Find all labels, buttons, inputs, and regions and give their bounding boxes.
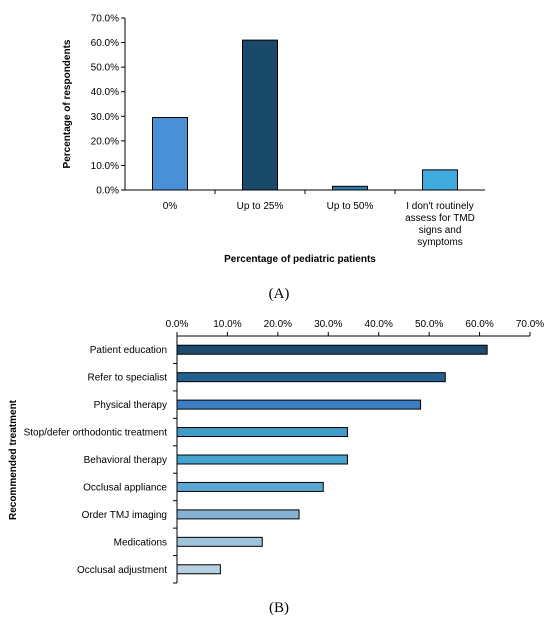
chart-b-y-axis-title: Recommended treatment	[8, 399, 19, 520]
chart-a-y-tick-label: 70.0%	[91, 14, 119, 25]
chart-b-category-label: Medications	[114, 537, 167, 548]
chart-a-y-tick-label: 10.0%	[91, 161, 119, 172]
chart-b-x-tick-label: 50.0%	[415, 319, 443, 330]
chart-b-category-label: Physical therapy	[94, 400, 167, 411]
chart-b-x-tick-label: 70.0%	[516, 319, 544, 330]
chart-b-bars	[176, 344, 488, 575]
chart-a-category-label: I don't routinely assess for TMD signs and…	[405, 201, 475, 248]
chart-a-bar	[152, 117, 188, 191]
chart-b-bar	[176, 454, 348, 465]
chart-a-category-label: 0%	[163, 201, 178, 212]
chart-b-x-ticks: 0.0% 10.0% 20.0% 30.0% 40.0% 50.0% 60.0% 70.0%	[166, 319, 544, 336]
chart-b-bar	[176, 399, 422, 410]
chart-b-categories: Patient education Refer to specialist Phys…	[24, 345, 177, 584]
chart-a-y-tick-label: 0.0%	[96, 186, 119, 197]
chart-a-y-tick-label: 50.0%	[91, 63, 119, 74]
chart-b-category-label: Order TMJ imaging	[82, 510, 167, 521]
chart-a-bar	[242, 39, 278, 191]
chart-a-categories: 0% Up to 25% Up to 50% I don't routinely ass…	[163, 190, 475, 248]
chart-a-x-axis-title: Percentage of pediatric patients	[224, 254, 376, 265]
chart-a-y-axis-title: Percentage of respondents	[62, 39, 73, 168]
chart-a-bar	[332, 185, 368, 191]
chart-b-bar	[176, 344, 488, 355]
chart-b-bar	[176, 509, 300, 520]
chart-a: 0.0%10.0%20.0%30.0%40.0%50.0%60.0%70.0% …	[62, 14, 485, 302]
chart-b-bar	[176, 564, 221, 575]
chart-b-category-label: Refer to specialist	[88, 373, 168, 384]
chart-b-bar	[176, 372, 446, 383]
chart-b-category-label: Occlusal appliance	[83, 482, 167, 493]
chart-a-y-tick-label: 40.0%	[91, 87, 119, 98]
chart-b-category-label: Patient education	[90, 345, 167, 356]
chart-b-bar	[176, 427, 348, 438]
chart-a-category-label: Up to 50%	[327, 201, 374, 212]
chart-b-bar	[176, 481, 324, 492]
chart-b-category-label: Stop/defer orthodontic treatment	[24, 428, 168, 439]
chart-a-y-tick-label: 60.0%	[91, 38, 119, 49]
chart-b-x-tick-label: 0.0%	[166, 319, 189, 330]
chart-b-bar	[176, 536, 263, 547]
chart-b-panel-label: (B)	[269, 600, 289, 616]
chart-a-y-ticks: 0.0% 10.0% 20.0% 30.0% 40.0% 50.0% 60.0% 70.0%	[91, 14, 125, 197]
chart-a-y-tick-label: 30.0%	[91, 112, 119, 123]
chart-a-y-tick-label: 20.0%	[91, 136, 119, 147]
chart-b-x-tick-label: 10.0%	[213, 319, 241, 330]
chart-a-bar	[422, 169, 458, 191]
chart-b-x-tick-label: 40.0%	[365, 319, 393, 330]
chart-b: 0.0% 10.0% 20.0% 30.0% 40.0% 50.0% 60.0% 70.0% …	[8, 319, 544, 616]
chart-b-x-tick-label: 60.0%	[465, 319, 493, 330]
chart-b-x-tick-label: 20.0%	[264, 319, 292, 330]
chart-a-category-label: Up to 25%	[237, 201, 284, 212]
chart-b-x-tick-label: 30.0%	[314, 319, 342, 330]
chart-a-bars	[152, 39, 458, 191]
chart-a-panel-label: (A)	[269, 286, 290, 302]
chart-b-category-label: Behavioral therapy	[84, 455, 167, 466]
chart-b-category-label: Occlusal adjustment	[77, 565, 167, 576]
